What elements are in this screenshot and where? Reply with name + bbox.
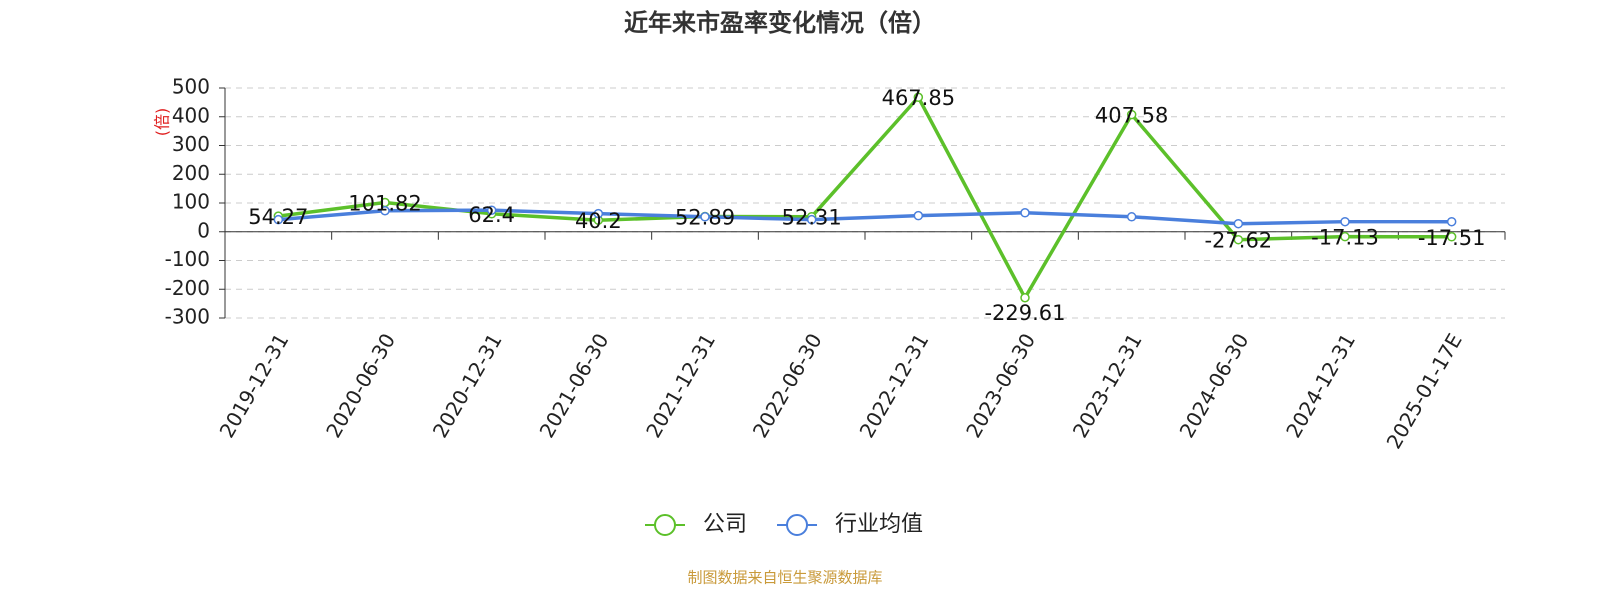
x-tick-label: 2023-12-31 xyxy=(1068,329,1147,442)
x-tick-label: 2020-06-30 xyxy=(321,329,400,442)
point xyxy=(1446,216,1457,227)
chart-title: 近年来市盈率变化情况（倍） xyxy=(624,9,936,37)
data-label: 407.58 xyxy=(1095,104,1168,128)
y-tick-label: 200 xyxy=(172,161,210,185)
data-label: 62.4 xyxy=(468,203,515,227)
x-tick-label: 2019-12-31 xyxy=(215,329,294,442)
y-tick-label: 500 xyxy=(172,75,210,99)
point xyxy=(913,92,924,102)
data-label: 52.89 xyxy=(675,206,735,230)
legend-marker xyxy=(654,514,676,536)
x-tick-label: 2025-01-17E xyxy=(1382,329,1467,453)
x-tick-label: 2024-12-31 xyxy=(1281,329,1360,442)
point xyxy=(486,205,497,215)
point xyxy=(1126,212,1137,222)
y-tick-label: -100 xyxy=(165,247,210,271)
legend-label: 公司 xyxy=(703,512,747,537)
x-tick-label: 2023-06-30 xyxy=(961,329,1040,442)
x-tick-label: 2022-06-30 xyxy=(748,329,827,442)
data-label: -27.62 xyxy=(1204,229,1272,253)
point xyxy=(700,212,710,222)
point xyxy=(1233,218,1244,229)
point xyxy=(1446,232,1457,242)
y-tick-label: 300 xyxy=(172,132,210,156)
data-label: 467.85 xyxy=(882,86,955,110)
legend-label: 行业均值 xyxy=(835,512,923,537)
point xyxy=(913,210,924,221)
point xyxy=(273,214,284,225)
point xyxy=(806,214,817,225)
data-label: 101.82 xyxy=(348,191,421,215)
point xyxy=(593,208,604,219)
y-tick-label: 100 xyxy=(172,190,210,214)
y-tick-label: -300 xyxy=(165,305,210,329)
y-tick-label: 0 xyxy=(197,218,210,242)
data-label: -17.13 xyxy=(1311,226,1379,250)
x-tick-label: 2024-06-30 xyxy=(1175,329,1254,442)
point xyxy=(380,206,390,216)
point xyxy=(1340,231,1350,242)
x-tick-label: 2021-06-30 xyxy=(535,329,614,442)
x-tick-label: 2020-12-31 xyxy=(428,329,507,442)
series-line xyxy=(278,208,1452,226)
y-tick-label: -200 xyxy=(165,276,210,300)
x-tick-label: 2022-12-31 xyxy=(855,329,934,442)
point xyxy=(1020,208,1030,218)
point xyxy=(1126,109,1137,120)
series-line xyxy=(278,94,1452,302)
x-tick-label: 2021-12-31 xyxy=(641,329,720,442)
y-tick-label: 400 xyxy=(172,103,210,127)
legend-marker xyxy=(786,514,809,536)
data-label: -229.61 xyxy=(984,301,1065,325)
data-label: 40.2 xyxy=(575,209,622,233)
data-label: -17.51 xyxy=(1418,226,1486,250)
y-axis-label: (倍) xyxy=(153,108,172,137)
point xyxy=(1340,216,1350,227)
point xyxy=(1020,293,1030,303)
data-label: 52.31 xyxy=(782,206,842,230)
point xyxy=(1233,234,1244,245)
source-note: 制图数据来自恒生聚源数据库 xyxy=(687,569,882,587)
data-label: 54.27 xyxy=(248,205,308,229)
